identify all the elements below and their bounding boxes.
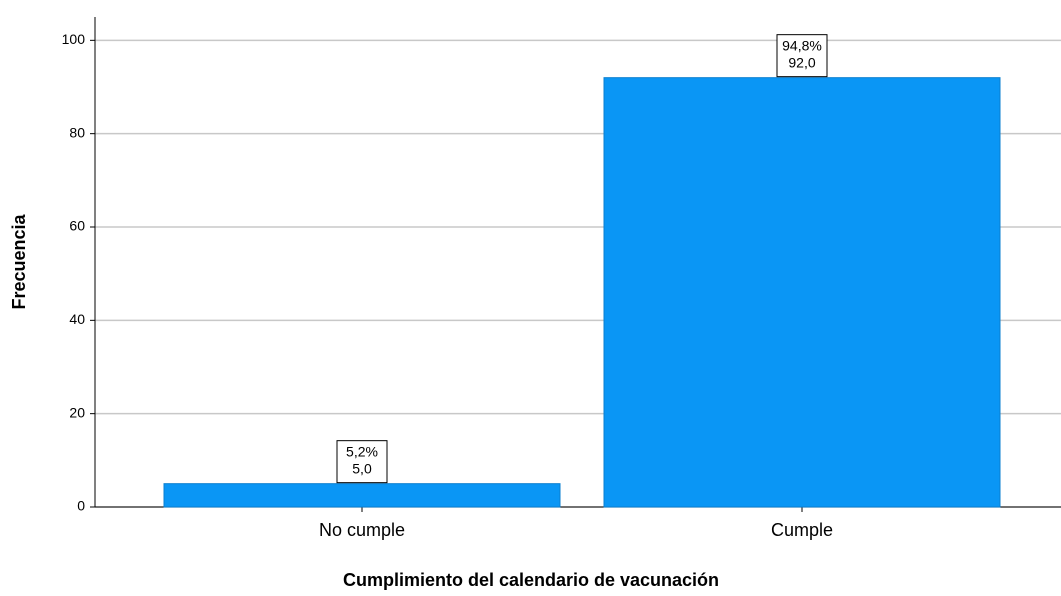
x-tick-label: Cumple [771,520,833,540]
data-label-box [776,34,828,78]
percent-label: 94,8% [782,37,822,53]
bar [163,483,561,508]
percent-label: 5,2% [346,443,378,459]
data-label: 92,0 [788,54,815,70]
x-axis-title: Cumplimiento del calendario de vacunació… [343,570,719,590]
y-tick-label: 0 [77,498,85,514]
y-tick-label: 40 [69,311,85,327]
y-tick-label: 60 [69,218,85,234]
bar [603,77,1001,508]
y-tick-label: 100 [62,31,86,47]
y-tick-label: 80 [69,124,85,140]
x-tick-label: No cumple [319,520,405,540]
data-label: 5,0 [352,460,372,476]
data-label-box [336,440,388,484]
y-axis-title: Frecuencia [9,213,29,309]
y-tick-label: 20 [69,404,85,420]
